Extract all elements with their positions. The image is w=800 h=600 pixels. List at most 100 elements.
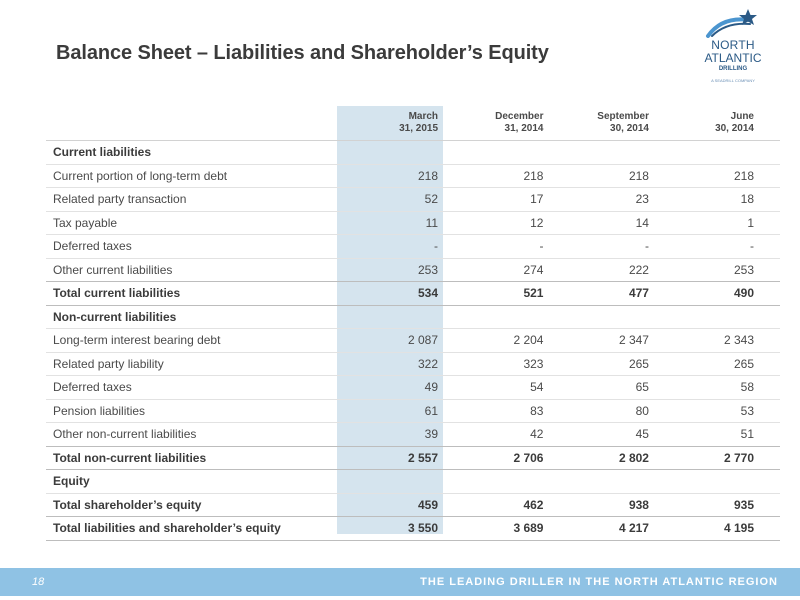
value-cell: 521 [523, 286, 544, 301]
value-cell: 54 [530, 380, 544, 395]
row-label: Related party liability [53, 356, 164, 371]
value-cell: 2 770 [723, 450, 754, 465]
value-cell: 2 802 [618, 450, 649, 465]
value-cell: - [539, 239, 544, 254]
total-row-non-current-liabilities: Total non-current liabilities 2 557 2 70… [46, 446, 780, 470]
table-row: Related party liability 322 323 265 265 [46, 352, 780, 376]
value-cell [569, 141, 675, 165]
value-cell: 49 [424, 380, 439, 395]
column-header-september-2014: September 30, 2014 [597, 111, 649, 134]
row-label: Related party transaction [53, 192, 187, 207]
row-label: Current portion of long-term debt [53, 168, 228, 183]
value-cell: 477 [628, 286, 649, 301]
table-row: Deferred taxes - - - - [46, 235, 780, 258]
row-label: Equity [53, 474, 90, 489]
value-cell: - [434, 239, 439, 254]
value-cell: 23 [635, 192, 649, 207]
table-row: Tax payable 11 12 14 1 [46, 211, 780, 235]
value-cell: 42 [530, 427, 544, 442]
table-row: Current portion of long-term debt 218 21… [46, 164, 780, 188]
row-label: Total current liabilities [53, 286, 181, 301]
value-cell: 253 [418, 262, 439, 277]
value-cell: 2 347 [618, 333, 649, 348]
value-cell: 265 [733, 356, 754, 371]
value-cell: 462 [523, 497, 544, 512]
value-cell: 17 [530, 192, 544, 207]
value-cell: 938 [628, 497, 649, 512]
logo-text-atlantic: ATLANTIC [704, 51, 762, 65]
value-cell: 534 [418, 286, 439, 301]
row-label: Current liabilities [53, 145, 152, 160]
value-cell: 218 [733, 168, 754, 183]
value-cell: 3 550 [408, 521, 439, 536]
value-cell: 14 [635, 215, 649, 230]
value-cell: 58 [740, 380, 754, 395]
value-cell: 322 [418, 356, 439, 371]
column-header-december-2014: December 31, 2014 [495, 111, 544, 134]
value-cell: 12 [530, 215, 544, 230]
value-cell: 83 [530, 403, 544, 418]
value-cell [359, 305, 464, 329]
table-row: Deferred taxes 49 54 65 58 [46, 376, 780, 399]
value-cell: 61 [424, 403, 439, 418]
logo-text-company: A SEADRILL COMPANY [711, 78, 755, 83]
value-cell: 80 [635, 403, 649, 418]
value-cell: 2 204 [513, 333, 544, 348]
company-logo: NORTH ATLANTIC DRILLING A SEADRILL COMPA… [700, 8, 766, 90]
value-cell: 490 [733, 286, 754, 301]
value-cell [464, 470, 569, 494]
header-label-cell [46, 106, 359, 141]
value-cell: 2 706 [513, 450, 544, 465]
table-row: Related party transaction 52 17 23 18 [46, 188, 780, 211]
row-label: Total non-current liabilities [53, 450, 207, 465]
value-cell: 53 [740, 403, 754, 418]
footer-band: 18 THE LEADING DRILLER IN THE NORTH ATLA… [0, 568, 800, 596]
value-cell: 323 [523, 356, 544, 371]
total-row-shareholders-equity: Total shareholder’s equity 459 462 938 9… [46, 493, 780, 517]
value-cell: 3 689 [513, 521, 544, 536]
row-label: Tax payable [53, 215, 118, 230]
value-cell: 2 343 [723, 333, 754, 348]
table-row: Other non-current liabilities 39 42 45 5… [46, 423, 780, 446]
row-label: Non-current liabilities [53, 309, 177, 324]
value-cell: - [750, 239, 754, 254]
value-cell: 2 087 [408, 333, 439, 348]
section-row-non-current-liabilities: Non-current liabilities [46, 305, 780, 329]
highlighted-column-band [337, 106, 443, 534]
value-cell: 253 [733, 262, 754, 277]
value-cell: 218 [523, 168, 544, 183]
value-cell: 4 217 [618, 521, 649, 536]
value-cell [675, 305, 780, 329]
footer-tagline: THE LEADING DRILLER IN THE NORTH ATLANTI… [420, 576, 778, 588]
value-cell: 1 [747, 215, 754, 230]
row-label: Other non-current liabilities [53, 427, 197, 442]
table-row: Long-term interest bearing debt 2 087 2 … [46, 329, 780, 352]
row-label: Pension liabilities [53, 403, 146, 418]
value-cell [464, 141, 569, 165]
total-row-liabilities-and-equity: Total liabilities and shareholder’s equi… [46, 517, 780, 540]
section-row-equity: Equity [46, 470, 780, 494]
value-cell [464, 305, 569, 329]
value-cell: 935 [733, 497, 754, 512]
value-cell [569, 470, 675, 494]
value-cell: 52 [424, 192, 439, 207]
row-label: Total liabilities and shareholder’s equi… [53, 521, 281, 536]
page-title: Balance Sheet – Liabilities and Sharehol… [56, 42, 549, 64]
section-row-current-liabilities: Current liabilities [46, 140, 780, 165]
balance-sheet-table: March 31, 2015 December 31, 2014 Septemb… [46, 106, 780, 541]
page-number: 18 [32, 576, 45, 588]
logo-star-swoosh-icon [706, 9, 757, 38]
value-cell: 218 [628, 168, 649, 183]
header-row: March 31, 2015 December 31, 2014 Septemb… [46, 106, 780, 141]
value-cell [359, 141, 464, 165]
column-header-june-2014: June 30, 2014 [715, 111, 754, 134]
value-cell: 222 [628, 262, 649, 277]
value-cell: 11 [425, 215, 439, 230]
row-label: Total shareholder’s equity [53, 497, 202, 512]
table-row: Pension liabilities 61 83 80 53 [46, 399, 780, 423]
value-cell: 51 [740, 427, 754, 442]
value-cell [359, 470, 464, 494]
column-header-march-2015: March 31, 2015 [399, 111, 439, 134]
value-cell: 2 557 [408, 450, 439, 465]
value-cell: 274 [523, 262, 544, 277]
